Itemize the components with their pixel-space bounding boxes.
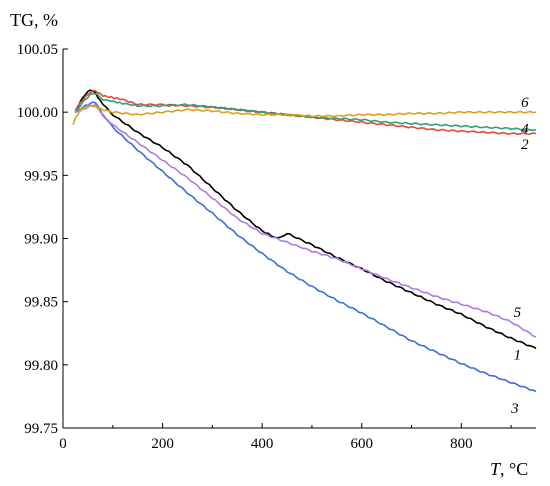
x-tick-label: 200 bbox=[151, 436, 174, 452]
y-tick-label: 100.00 bbox=[17, 105, 58, 121]
ticks: 0 200 400 600 800 99.75 99.80 99.85 99.90 99.95 10… bbox=[17, 42, 512, 452]
y-tick-label: 100.05 bbox=[17, 42, 58, 58]
x-axis-title-unit: , °C bbox=[500, 459, 528, 479]
y-tick-label: 99.80 bbox=[24, 358, 58, 374]
series-labels: 1 2 3 4 5 6 bbox=[510, 95, 529, 417]
series-label-5: 5 bbox=[514, 305, 522, 321]
series-line-6 bbox=[72, 104, 537, 126]
x-tick-label: 800 bbox=[450, 436, 473, 452]
series-line-5 bbox=[75, 103, 537, 338]
y-tick-label: 99.85 bbox=[24, 295, 58, 311]
series-label-2: 2 bbox=[521, 137, 529, 153]
x-tick-label: 0 bbox=[59, 436, 67, 452]
y-axis-title: TG, % bbox=[10, 10, 58, 30]
series-label-1: 1 bbox=[514, 348, 522, 364]
y-tick-label: 99.90 bbox=[24, 232, 58, 248]
x-axis-title: T, °C bbox=[490, 459, 528, 479]
series-label-4: 4 bbox=[521, 122, 529, 138]
x-tick-label: 400 bbox=[251, 436, 274, 452]
series-line-1 bbox=[74, 89, 537, 350]
x-axis-title-var: T bbox=[490, 459, 502, 479]
series-line-4 bbox=[74, 93, 537, 131]
series-label-6: 6 bbox=[521, 95, 529, 111]
series-label-3: 3 bbox=[510, 401, 518, 417]
y-tick-label: 99.95 bbox=[24, 168, 58, 184]
series-line-3 bbox=[74, 101, 537, 393]
y-tick-label: 99.75 bbox=[24, 421, 58, 437]
x-tick-label: 600 bbox=[350, 436, 373, 452]
series-layer bbox=[72, 89, 537, 393]
